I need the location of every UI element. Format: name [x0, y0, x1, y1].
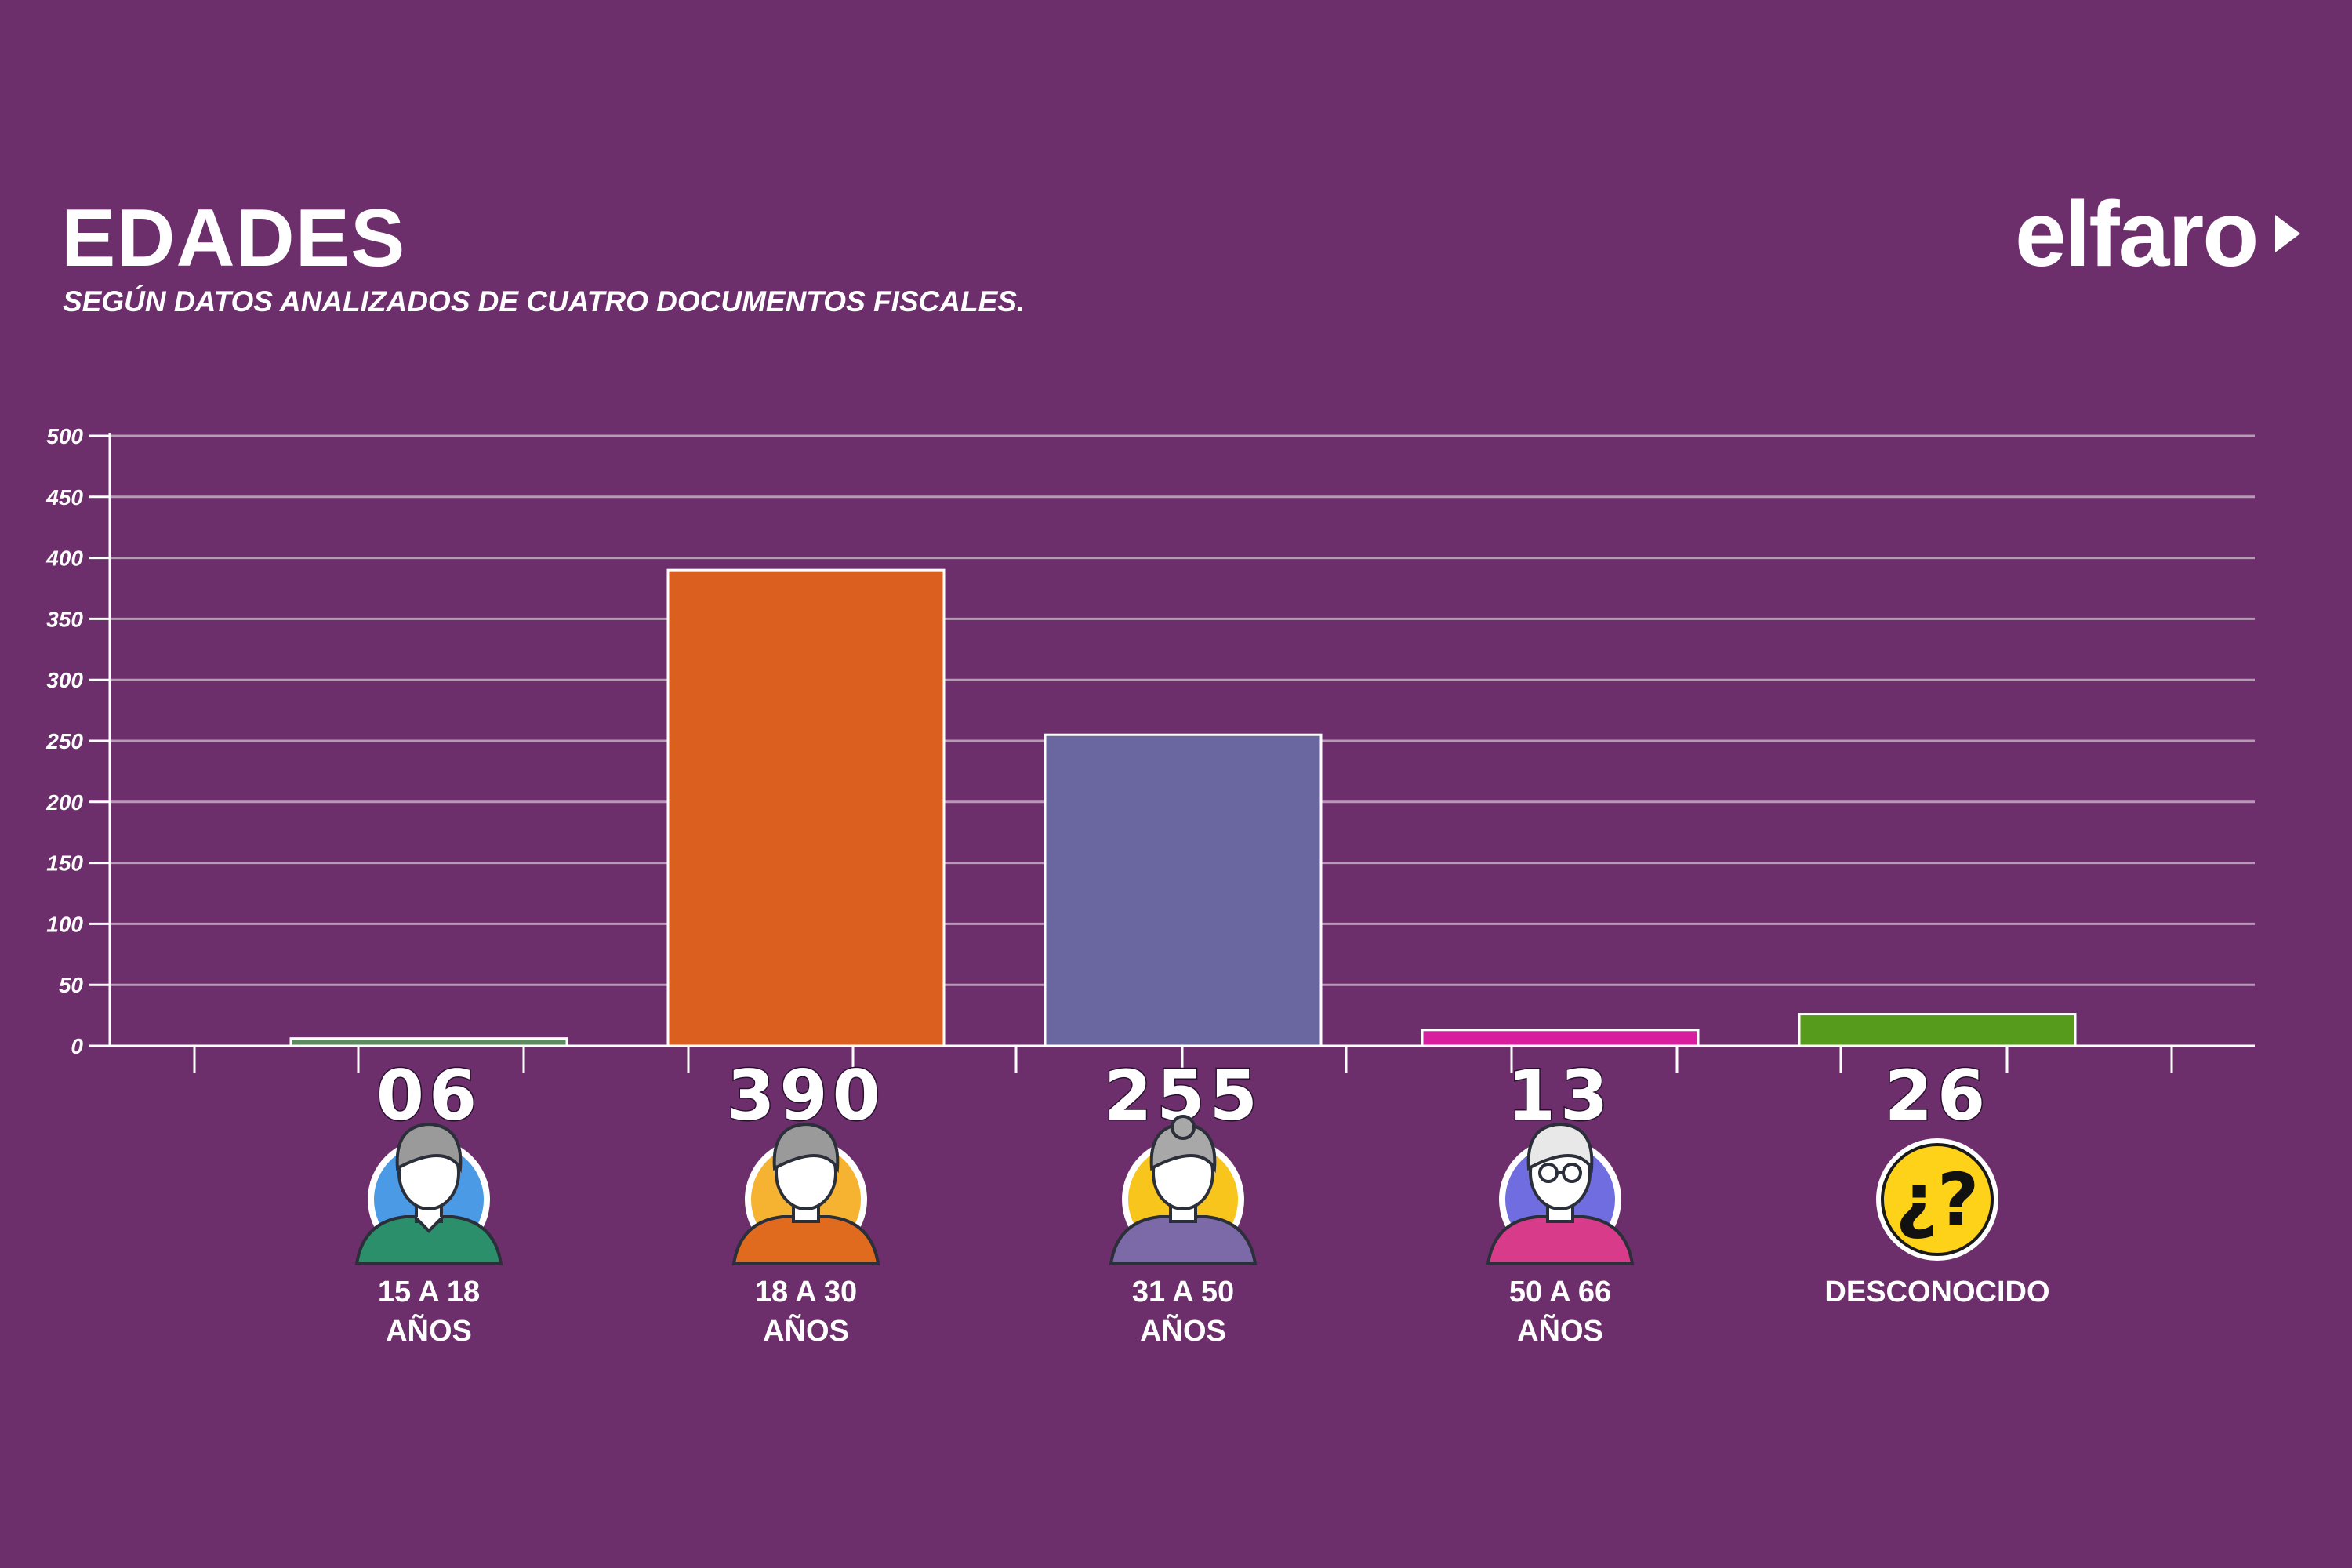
category-label-3: 50 A 66 — [1509, 1276, 1611, 1308]
y-tick-label: 100 — [46, 912, 83, 936]
bars — [289, 568, 2077, 1047]
category-label-2: 31 A 50 — [1132, 1276, 1234, 1308]
y-tick-label: 350 — [46, 607, 83, 631]
svg-text:¿?: ¿? — [1896, 1158, 1980, 1242]
y-tick-label: 250 — [45, 729, 83, 753]
middle-aged-woman-icon — [1109, 1115, 1258, 1265]
elfaro-logo: elfaro — [2015, 183, 2259, 286]
category-label-4: DESCONOCIDO — [1824, 1276, 2049, 1308]
y-tick-label: 0 — [71, 1034, 83, 1058]
young-man-icon — [731, 1122, 880, 1265]
y-axis-ticks: 0 50 100 150 200 250 300 350 400 450 500 — [45, 424, 110, 1058]
category-icons: ¿? — [354, 1115, 1998, 1265]
y-tick-label: 50 — [59, 973, 84, 997]
category-label-0: 15 A 18 — [378, 1276, 480, 1308]
category-label-0: AÑOS — [386, 1313, 472, 1348]
axes — [89, 433, 2255, 1073]
value-labels: 06 390 255 13 26 — [375, 1054, 1990, 1138]
category-label-3: AÑOS — [1517, 1313, 1603, 1348]
value-label-4: 26 — [1885, 1055, 1990, 1136]
y-tick-label: 300 — [46, 668, 83, 692]
y-tick-label: 450 — [45, 485, 83, 510]
y-tick-label: 500 — [46, 424, 83, 448]
bar-4 — [1798, 1013, 2077, 1047]
y-tick-label: 400 — [45, 546, 83, 571]
bar-2 — [1044, 733, 1323, 1047]
bar-3 — [1421, 1029, 1700, 1047]
bar-1 — [666, 568, 946, 1047]
chart-title: EDADES — [61, 193, 406, 284]
question-mark-icon: ¿? — [1876, 1138, 1998, 1261]
value-label-1: 390 — [727, 1055, 885, 1136]
older-man-glasses-icon — [1486, 1122, 1635, 1265]
value-label-3: 13 — [1508, 1055, 1613, 1136]
category-labels: 15 A 18 AÑOS 18 A 30 AÑOS 31 A 50 AÑOS 50 A 66… — [378, 1276, 2050, 1348]
teen-boy-icon — [354, 1122, 503, 1265]
y-tick-label: 150 — [46, 851, 83, 876]
chart-subtitle: SEGÚN DATOS ANALIZADOS DE CUATRO DOCUMEN… — [63, 285, 1025, 318]
logo-arrow-icon — [2275, 215, 2300, 252]
value-label-2: 255 — [1104, 1055, 1262, 1136]
category-label-1: 18 A 30 — [755, 1276, 857, 1308]
category-label-1: AÑOS — [763, 1313, 849, 1348]
category-label-2: AÑOS — [1140, 1313, 1226, 1348]
y-tick-label: 200 — [45, 790, 83, 815]
